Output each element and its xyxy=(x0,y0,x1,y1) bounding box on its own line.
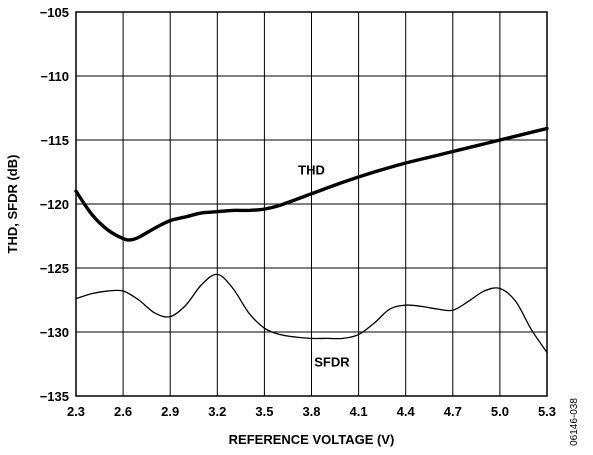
y-tick-label: −105 xyxy=(40,5,69,20)
y-tick-label: −135 xyxy=(40,389,69,404)
x-tick-label: 3.5 xyxy=(255,404,273,419)
y-tick-label: −115 xyxy=(40,133,69,148)
series-label-thd: THD xyxy=(298,162,325,177)
y-axis-ticks: −135 −130 −125 −120 −115 −110 −105 xyxy=(40,5,69,404)
x-axis-title: REFERENCE VOLTAGE (V) xyxy=(229,432,395,447)
x-tick-label: 3.8 xyxy=(302,404,320,419)
y-tick-label: −120 xyxy=(40,197,69,212)
x-tick-label: 2.6 xyxy=(114,404,132,419)
x-tick-label: 4.1 xyxy=(350,404,368,419)
x-tick-label: 3.2 xyxy=(208,404,226,419)
y-tick-label: −130 xyxy=(40,325,69,340)
x-tick-label: 4.4 xyxy=(397,404,416,419)
figure-id: 06146-038 xyxy=(569,398,580,446)
x-axis-ticks: 2.3 2.6 2.9 3.2 3.5 3.8 4.1 4.4 4.7 5.0 5.3 xyxy=(67,404,556,419)
x-tick-label: 5.0 xyxy=(491,404,509,419)
x-tick-label: 5.3 xyxy=(538,404,556,419)
y-tick-label: −125 xyxy=(40,261,69,276)
y-axis-title: THD, SFDR (dB) xyxy=(5,155,20,254)
series-label-sfdr: SFDR xyxy=(314,354,350,369)
x-tick-label: 2.9 xyxy=(161,404,179,419)
x-tick-label: 2.3 xyxy=(67,404,85,419)
x-tick-label: 4.7 xyxy=(444,404,462,419)
y-tick-label: −110 xyxy=(40,69,69,84)
